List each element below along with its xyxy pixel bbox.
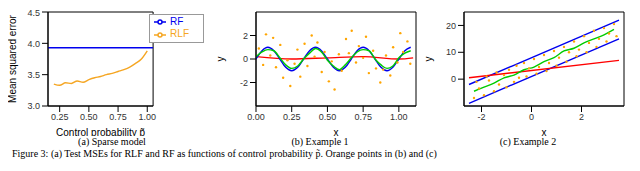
svg-text:0: 0 [243, 54, 248, 64]
svg-text:0.75: 0.75 [109, 112, 127, 122]
svg-text:0.75: 0.75 [354, 112, 372, 122]
svg-text:y: y [424, 57, 434, 62]
svg-text:0: 0 [451, 74, 456, 84]
html-text:RF: RF [170, 16, 184, 27]
svg-text:0.25: 0.25 [51, 112, 69, 122]
svg-text:0.50: 0.50 [80, 112, 98, 122]
html-text:Figure 3: (a) Test MSEs for RL: Figure 3: (a) Test MSEs for RLF and RF a… [12, 148, 437, 159]
svg-text:0: 0 [529, 112, 534, 122]
svg-text:10: 10 [446, 47, 456, 57]
svg-text:2: 2 [579, 112, 584, 122]
svg-text:1.00: 1.00 [138, 112, 156, 122]
html-text:(b) Example 1: (b) Example 1 [291, 136, 349, 147]
svg-text:x: x [542, 127, 547, 136]
html-text:(a) Sparse model: (a) Sparse model [78, 136, 146, 147]
svg-text:1.00: 1.00 [390, 112, 408, 122]
svg-text:y: y [216, 57, 226, 62]
svg-text:20: 20 [446, 21, 456, 31]
svg-text:4.0: 4.0 [27, 39, 40, 49]
svg-text:Control probability p̃: Control probability p̃ [56, 127, 145, 136]
html-text:(c) Example 2: (c) Example 2 [499, 136, 557, 147]
svg-text:Mean squared error: Mean squared error [8, 14, 18, 102]
svg-text:-2: -2 [477, 112, 485, 122]
svg-text:3.0: 3.0 [27, 101, 40, 111]
svg-text:4.5: 4.5 [27, 8, 40, 18]
svg-text:0.50: 0.50 [319, 112, 337, 122]
svg-text:3.5: 3.5 [27, 70, 40, 80]
svg-text:0.25: 0.25 [283, 112, 301, 122]
svg-text:x: x [334, 127, 339, 136]
svg-text:-2: -2 [240, 78, 248, 88]
svg-text:0.00: 0.00 [247, 112, 265, 122]
svg-text:2: 2 [243, 31, 248, 41]
html-text:RLF: RLF [170, 28, 189, 40]
